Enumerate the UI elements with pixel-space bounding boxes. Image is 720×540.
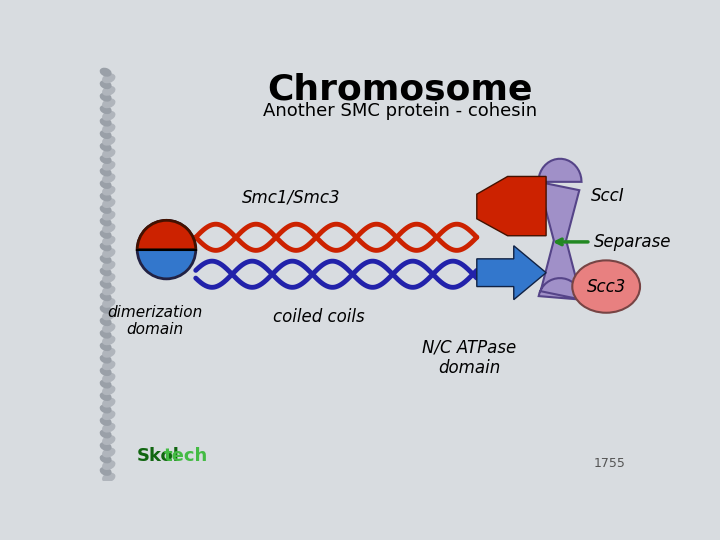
Ellipse shape xyxy=(99,267,112,276)
Ellipse shape xyxy=(99,429,112,438)
Ellipse shape xyxy=(102,335,115,345)
Ellipse shape xyxy=(99,143,112,152)
Text: dimerization
domain: dimerization domain xyxy=(107,305,202,338)
Ellipse shape xyxy=(99,380,112,389)
Text: Smc1/Smc3: Smc1/Smc3 xyxy=(242,188,341,206)
Wedge shape xyxy=(138,220,196,249)
Ellipse shape xyxy=(102,211,115,220)
Ellipse shape xyxy=(102,148,115,158)
Ellipse shape xyxy=(99,105,112,114)
Ellipse shape xyxy=(102,223,115,233)
Ellipse shape xyxy=(99,155,112,164)
Text: Chromosome: Chromosome xyxy=(267,72,533,106)
Ellipse shape xyxy=(99,130,112,139)
Ellipse shape xyxy=(102,248,115,258)
Ellipse shape xyxy=(102,111,115,121)
Ellipse shape xyxy=(102,123,115,133)
Ellipse shape xyxy=(102,173,115,183)
Ellipse shape xyxy=(102,98,115,108)
Text: N/C ATPase
domain: N/C ATPase domain xyxy=(422,338,516,377)
Ellipse shape xyxy=(99,230,112,239)
Ellipse shape xyxy=(99,192,112,201)
Ellipse shape xyxy=(99,329,112,339)
Ellipse shape xyxy=(102,448,115,457)
Text: Skol: Skol xyxy=(137,447,179,465)
Ellipse shape xyxy=(99,305,112,314)
Ellipse shape xyxy=(99,454,112,463)
Ellipse shape xyxy=(99,80,112,89)
Ellipse shape xyxy=(102,310,115,320)
Ellipse shape xyxy=(102,348,115,357)
Ellipse shape xyxy=(102,136,115,146)
Circle shape xyxy=(138,220,196,279)
Ellipse shape xyxy=(102,460,115,470)
Ellipse shape xyxy=(99,317,112,326)
Ellipse shape xyxy=(102,398,115,408)
Ellipse shape xyxy=(99,280,112,289)
Text: Separase: Separase xyxy=(594,233,671,251)
Ellipse shape xyxy=(99,292,112,301)
Text: coiled coils: coiled coils xyxy=(273,308,365,326)
Ellipse shape xyxy=(102,286,115,295)
Ellipse shape xyxy=(99,355,112,363)
Ellipse shape xyxy=(572,260,640,313)
Ellipse shape xyxy=(102,385,115,395)
Ellipse shape xyxy=(102,323,115,333)
Ellipse shape xyxy=(99,205,112,214)
Ellipse shape xyxy=(102,273,115,283)
Ellipse shape xyxy=(99,417,112,426)
Text: Scc3: Scc3 xyxy=(587,278,626,295)
Ellipse shape xyxy=(99,180,112,189)
Ellipse shape xyxy=(102,86,115,96)
Polygon shape xyxy=(539,159,582,300)
Ellipse shape xyxy=(102,186,115,195)
Ellipse shape xyxy=(102,298,115,308)
Ellipse shape xyxy=(102,73,115,83)
Ellipse shape xyxy=(102,260,115,271)
Ellipse shape xyxy=(99,404,112,414)
Ellipse shape xyxy=(99,392,112,401)
Ellipse shape xyxy=(99,255,112,264)
Ellipse shape xyxy=(102,435,115,445)
Ellipse shape xyxy=(102,410,115,420)
Ellipse shape xyxy=(99,68,112,77)
Ellipse shape xyxy=(102,373,115,383)
Polygon shape xyxy=(477,246,546,300)
Ellipse shape xyxy=(99,118,112,126)
Text: tech: tech xyxy=(163,447,207,465)
Ellipse shape xyxy=(99,167,112,177)
Ellipse shape xyxy=(99,93,112,102)
Ellipse shape xyxy=(102,423,115,433)
Ellipse shape xyxy=(99,242,112,251)
Ellipse shape xyxy=(99,367,112,376)
Text: Another SMC protein - cohesin: Another SMC protein - cohesin xyxy=(263,102,537,120)
Ellipse shape xyxy=(102,472,115,482)
Ellipse shape xyxy=(102,161,115,171)
Ellipse shape xyxy=(102,360,115,370)
Ellipse shape xyxy=(102,235,115,246)
Ellipse shape xyxy=(102,198,115,208)
Ellipse shape xyxy=(99,342,112,351)
Text: SccI: SccI xyxy=(590,187,624,205)
Text: 1755: 1755 xyxy=(593,457,625,470)
Ellipse shape xyxy=(99,218,112,226)
Polygon shape xyxy=(477,177,546,236)
Ellipse shape xyxy=(99,467,112,476)
Ellipse shape xyxy=(99,442,112,451)
